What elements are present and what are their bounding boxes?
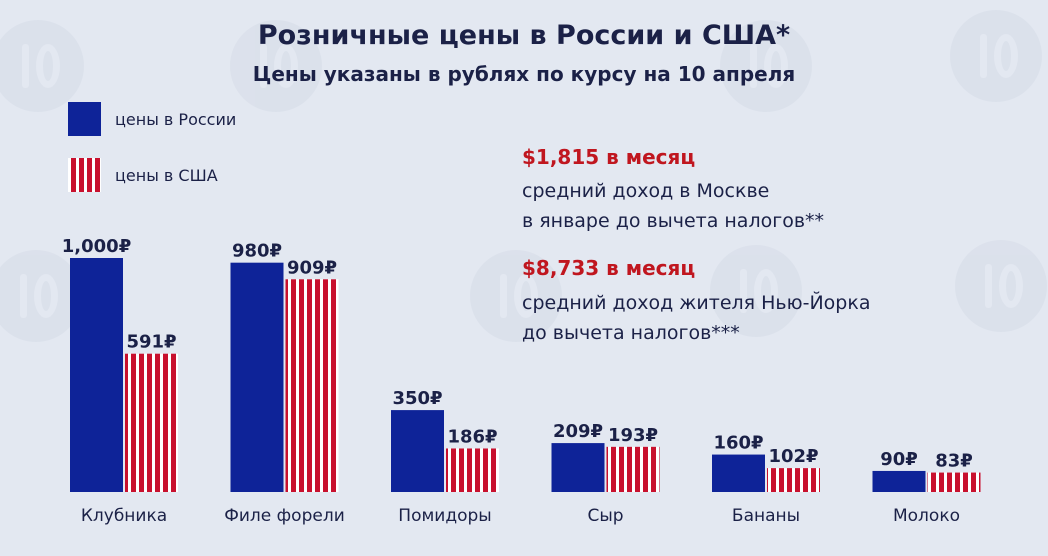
legend-swatch-usa — [68, 158, 101, 192]
bar-russia-4 — [712, 454, 765, 492]
bar-usa-0 — [125, 353, 178, 492]
value-label-russia-0: 1,000₽ — [62, 236, 131, 257]
bar-russia-2 — [391, 410, 444, 492]
bars-group: 1,000₽ 591₽ Клубника 980₽909₽ Филе форели 350… — [62, 236, 981, 526]
bar-russia-5 — [872, 470, 926, 492]
watermark-logo-icon — [0, 20, 84, 112]
watermark-logo-icon — [0, 250, 82, 342]
value-label-russia-3: 209₽ — [553, 421, 603, 442]
bar-usa-1 — [285, 279, 339, 492]
value-label-usa-5: 83₽ — [935, 451, 973, 472]
value-label-russia-2: 350₽ — [392, 388, 442, 409]
bar-russia-0 — [70, 258, 123, 492]
income-moscow-amount: $1,815 в месяц — [522, 145, 696, 169]
category-label-2: Помидоры — [398, 506, 491, 526]
bar-russia-3 — [551, 443, 605, 492]
legend-item-usa: цены в США — [68, 158, 218, 192]
bar-usa-4 — [767, 468, 820, 492]
watermark-logo-icon — [720, 20, 812, 112]
watermark-logo-icon — [470, 250, 562, 342]
watermark-logo-icon — [950, 10, 1042, 102]
value-label-usa-4: 102₽ — [768, 446, 818, 467]
value-label-usa-1: 909₽ — [287, 257, 337, 278]
income-ny-line-1: средний доход жителя Нью-Йорка — [522, 292, 871, 314]
legend-label-russia: цены в России — [115, 109, 237, 129]
value-label-usa-0: 591₽ — [126, 332, 176, 353]
watermark-logo-icon — [710, 245, 802, 337]
value-label-russia-1: 980₽ — [232, 241, 282, 262]
value-label-russia-5: 90₽ — [880, 449, 918, 470]
category-label-4: Бананы — [732, 506, 800, 526]
legend-swatch-russia — [68, 102, 101, 136]
value-label-usa-2: 186₽ — [447, 426, 497, 447]
value-label-usa-3: 193₽ — [608, 425, 658, 446]
watermark-logo-icon — [230, 20, 322, 112]
bar-usa-2 — [446, 448, 499, 492]
income-ny-line-2: до вычета налогов*** — [522, 322, 740, 344]
income-ny-amount: $8,733 в месяц — [522, 256, 696, 280]
legend-item-russia: цены в России — [68, 102, 236, 136]
chart-title: Розничные цены в России и США* — [257, 20, 791, 51]
bar-russia-1 — [230, 262, 284, 492]
chart-subtitle: Цены указаны в рублях по курсу на 10 апр… — [252, 62, 796, 86]
category-label-5: Молоко — [893, 506, 960, 526]
income-moscow-line-1: средний доход в Москве — [522, 180, 770, 202]
bar-usa-5 — [927, 472, 981, 492]
income-moscow-line-2: в январе до вычета налогов** — [522, 210, 825, 232]
bar-usa-3 — [606, 446, 660, 492]
legend-label-usa: цены в США — [115, 165, 218, 185]
watermark-logo-icon — [955, 240, 1047, 332]
category-label-1: Филе форели — [224, 506, 345, 526]
category-label-0: Клубника — [81, 506, 167, 526]
value-label-russia-4: 160₽ — [713, 433, 763, 454]
category-label-3: Сыр — [587, 506, 623, 526]
